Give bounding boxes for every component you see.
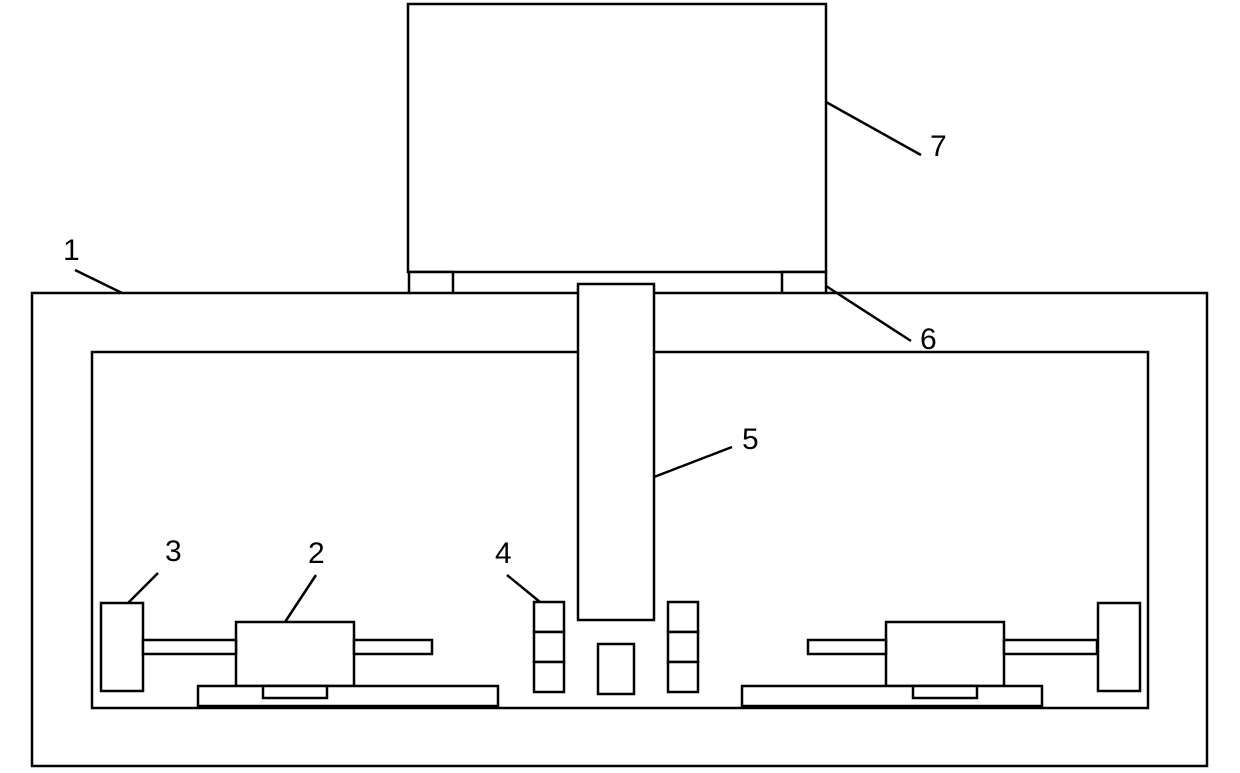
shape-stack_r_mid (668, 632, 698, 662)
shape-stack_l_top (534, 602, 564, 632)
shape-side_bk_l (101, 603, 143, 691)
shapes-group (32, 4, 1207, 766)
technical-diagram: 1 2 3 4 5 6 7 (0, 0, 1240, 773)
shape-base_l_out (198, 686, 498, 706)
shape-slider_r (886, 622, 1004, 686)
shape-mount_left (409, 272, 453, 294)
label-6: 6 (920, 323, 937, 356)
shape-rail_rl (808, 640, 886, 654)
shape-rail_ll (143, 640, 236, 654)
shape-base_r_out (742, 686, 1042, 706)
shape-top_box (408, 4, 826, 272)
shape-side_bk_r (1098, 603, 1140, 691)
label-1: 1 (63, 234, 80, 267)
shape-stack_l_mid (534, 632, 564, 662)
label-3: 3 (165, 535, 182, 568)
leader-line-7 (826, 102, 921, 155)
shape-base_l_in (263, 686, 327, 698)
leader-line-1 (75, 270, 122, 293)
label-2: 2 (308, 537, 325, 570)
shape-stack_l_bot (534, 662, 564, 692)
shape-rail_rr (1004, 640, 1097, 654)
shape-stack_r_bot (668, 662, 698, 692)
shape-base_r_in (913, 686, 977, 698)
label-5: 5 (742, 423, 759, 456)
shape-stack_r_top (668, 602, 698, 632)
shape-slider_l (236, 622, 354, 686)
shape-mount_right (782, 272, 826, 294)
shape-shaft (578, 284, 654, 620)
shape-pedestal (598, 644, 634, 694)
label-7: 7 (930, 130, 947, 163)
label-4: 4 (495, 537, 512, 570)
shape-rail_lr (354, 640, 432, 654)
